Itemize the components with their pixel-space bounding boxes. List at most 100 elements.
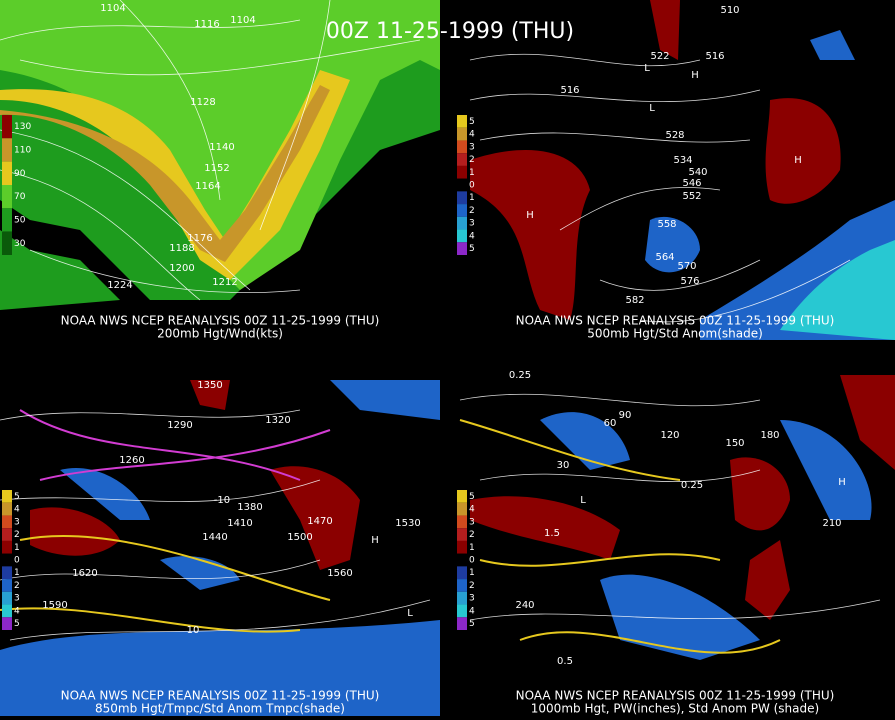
colorbar-swatch (2, 490, 12, 503)
contour-label: 510 (720, 5, 739, 16)
colorbar-swatch (2, 208, 12, 232)
colorbar-label: 4 (469, 505, 475, 515)
colorbar-swatch (2, 553, 12, 567)
colorbar-label: 4 (469, 231, 475, 241)
colorbar-swatch (457, 591, 467, 605)
contour-label: L (649, 103, 655, 114)
contour-label: 1530 (395, 518, 420, 529)
colorbar-label: 1 (14, 568, 20, 578)
colorbar-label: 4 (14, 505, 20, 515)
colorbar-label: 2 (14, 581, 20, 591)
colorbar-label: 3 (14, 517, 20, 527)
colorbar-swatch (457, 617, 467, 630)
colorbar-label: 2 (469, 581, 475, 591)
contour-label: 10 (187, 625, 200, 636)
contour-label: H (691, 70, 699, 81)
colorbar-swatch (2, 566, 12, 580)
contour-label: 0.5 (557, 656, 573, 667)
colorbar-label: 2 (14, 530, 20, 540)
colorbar-swatch (457, 502, 467, 516)
contour-label: 1152 (204, 163, 229, 174)
panel-500mb (469, 0, 895, 340)
colorbar-swatch (2, 591, 12, 605)
contour-label: 576 (680, 276, 699, 287)
colorbar-swatch (2, 617, 12, 630)
colorbar-swatch (457, 242, 467, 255)
contour-label: 1176 (187, 233, 212, 244)
contour-label: 570 (677, 261, 696, 272)
colorbar-label: 5 (469, 619, 475, 629)
colorbar-swatch (457, 216, 467, 230)
colorbar-swatch (2, 528, 12, 541)
contour-label: 60 (604, 418, 617, 429)
contour-label: 516 (705, 51, 724, 62)
colorbar-swatch (457, 178, 467, 192)
contour-label: 180 (760, 430, 779, 441)
colorbar-swatch (2, 515, 12, 529)
source-label: NOAA NWS NCEP REANALYSIS 00Z 11-25-1999 … (516, 314, 835, 328)
contour-label: 1590 (42, 600, 67, 611)
colorbar-label: 2 (469, 530, 475, 540)
contour-label: 546 (682, 178, 701, 189)
colorbar-label: 5 (469, 244, 475, 254)
contour-label: 1104 (230, 15, 255, 26)
contour-label: 30 (557, 460, 570, 471)
panel-1000mb (459, 375, 895, 660)
colorbar-label: 30 (14, 239, 26, 249)
colorbar-swatch (457, 528, 467, 541)
panel-caption: 1000mb Hgt, PW(inches), Std Anom PW (sha… (531, 702, 819, 716)
colorbar-swatch (2, 502, 12, 516)
colorbar-swatch (457, 153, 467, 166)
contour-label: 1440 (202, 532, 227, 543)
contour-label: 150 (725, 438, 744, 449)
colorbar-swatch (457, 566, 467, 580)
contour-label: 1164 (195, 181, 220, 192)
colorbar-label: 4 (469, 130, 475, 140)
colorbar-label: 0 (469, 556, 475, 566)
colorbar-swatch (2, 540, 12, 554)
colorbar-swatch (2, 138, 12, 162)
colorbar-label: 1 (469, 543, 475, 553)
colorbar-label: 5 (469, 117, 475, 127)
colorbar-label: 4 (14, 606, 20, 616)
contour-label: 558 (657, 219, 676, 230)
contour-label: 1620 (72, 568, 97, 579)
colorbar-label: 2 (469, 206, 475, 216)
contour-label: 582 (625, 295, 644, 306)
colorbar-swatch (457, 165, 467, 179)
colorbar-swatch (2, 161, 12, 185)
colorbar-swatch (2, 115, 12, 139)
contour-label: 1410 (227, 518, 252, 529)
colorbar-label: 3 (14, 594, 20, 604)
source-label: NOAA NWS NCEP REANALYSIS 00Z 11-25-1999 … (61, 314, 380, 328)
contour-label: 90 (619, 410, 632, 421)
contour-label: H (526, 210, 534, 221)
contour-label: 1224 (107, 280, 132, 291)
colorbar-swatch (457, 515, 467, 529)
contour-label: 1104 (100, 3, 125, 14)
colorbar-label: 70 (14, 192, 26, 202)
contour-label: 522 (650, 51, 669, 62)
source-label: NOAA NWS NCEP REANALYSIS 00Z 11-25-1999 … (516, 689, 835, 703)
colorbar-label: 90 (14, 169, 26, 179)
colorbar-label: 1 (469, 193, 475, 203)
contour-label: 1560 (327, 568, 352, 579)
contour-label: 564 (655, 252, 674, 263)
contour-label: 240 (515, 600, 534, 611)
contour-label: 1290 (167, 420, 192, 431)
colorbar-label: 50 (14, 216, 26, 226)
contour-label: 540 (688, 167, 707, 178)
contour-label: 1320 (265, 415, 290, 426)
colorbar-label: 1 (14, 543, 20, 553)
contour-label: 1500 (287, 532, 312, 543)
contour-label: 1380 (237, 502, 262, 513)
colorbar-swatch (457, 229, 467, 243)
contour-label: L (580, 495, 586, 506)
colorbar-label: 1 (469, 168, 475, 178)
source-label: NOAA NWS NCEP REANALYSIS 00Z 11-25-1999 … (61, 689, 380, 703)
colorbar-label: 130 (14, 122, 31, 132)
colorbar-label: 3 (469, 594, 475, 604)
colorbar-swatch (457, 490, 467, 503)
main-title: 00Z 11-25-1999 (THU) (326, 19, 574, 44)
